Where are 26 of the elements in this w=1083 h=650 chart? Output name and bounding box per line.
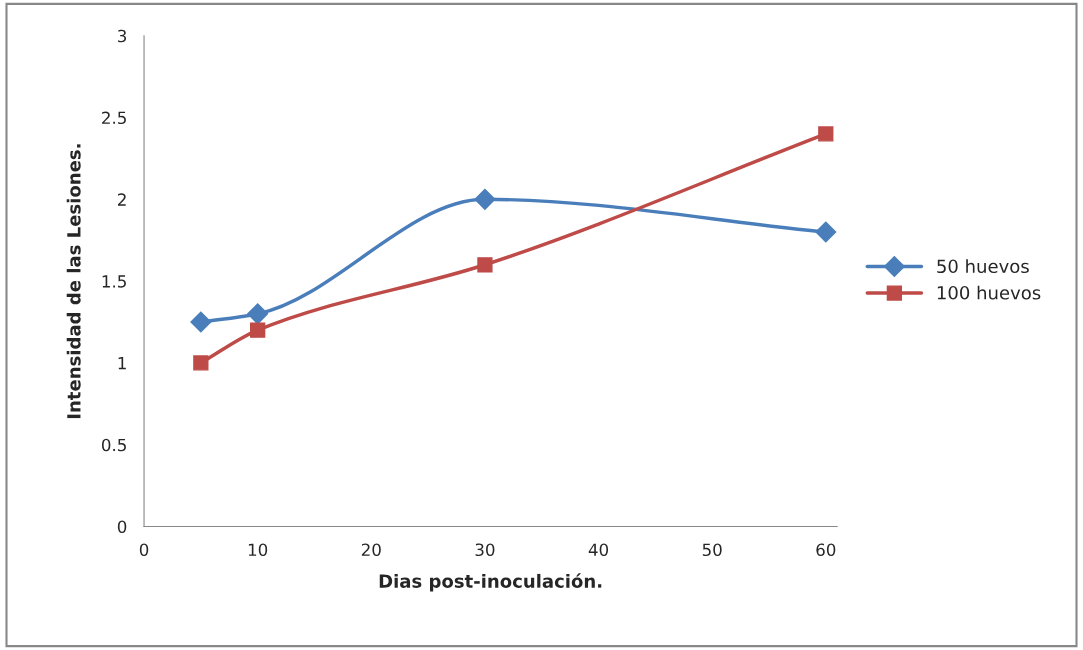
legend-label: 100 huevos xyxy=(937,285,1041,300)
x-tick-label: 0 xyxy=(139,543,149,557)
x-tick-label: 50 xyxy=(702,543,722,557)
x-tick-label: 30 xyxy=(475,543,495,557)
x-tick-label: 20 xyxy=(361,543,381,557)
x-axis-title: Dias post-inoculación. xyxy=(379,573,602,592)
point xyxy=(477,257,493,273)
x-tick-label: 10 xyxy=(248,543,268,557)
legend-label: 50 huevos xyxy=(937,259,1029,274)
point xyxy=(815,221,837,243)
point xyxy=(247,303,269,325)
x-tick-label: 60 xyxy=(816,543,836,557)
point xyxy=(474,188,496,210)
y-tick-label: 1 xyxy=(118,357,126,370)
y-tick-label: 0.5 xyxy=(101,438,126,452)
x-tick-label: 40 xyxy=(588,543,609,557)
y-tick-label: 0 xyxy=(117,520,127,534)
y-tick-label: 2.5 xyxy=(102,111,126,125)
point xyxy=(250,322,266,338)
point xyxy=(818,126,834,142)
y-axis-title: Intensidad de las Lesiones. xyxy=(66,144,81,419)
y-tick-label: 1.5 xyxy=(102,275,126,288)
point xyxy=(190,311,212,333)
point xyxy=(193,355,209,371)
y-tick-label: 2 xyxy=(117,193,126,206)
y-tick-label: 3 xyxy=(118,29,127,43)
